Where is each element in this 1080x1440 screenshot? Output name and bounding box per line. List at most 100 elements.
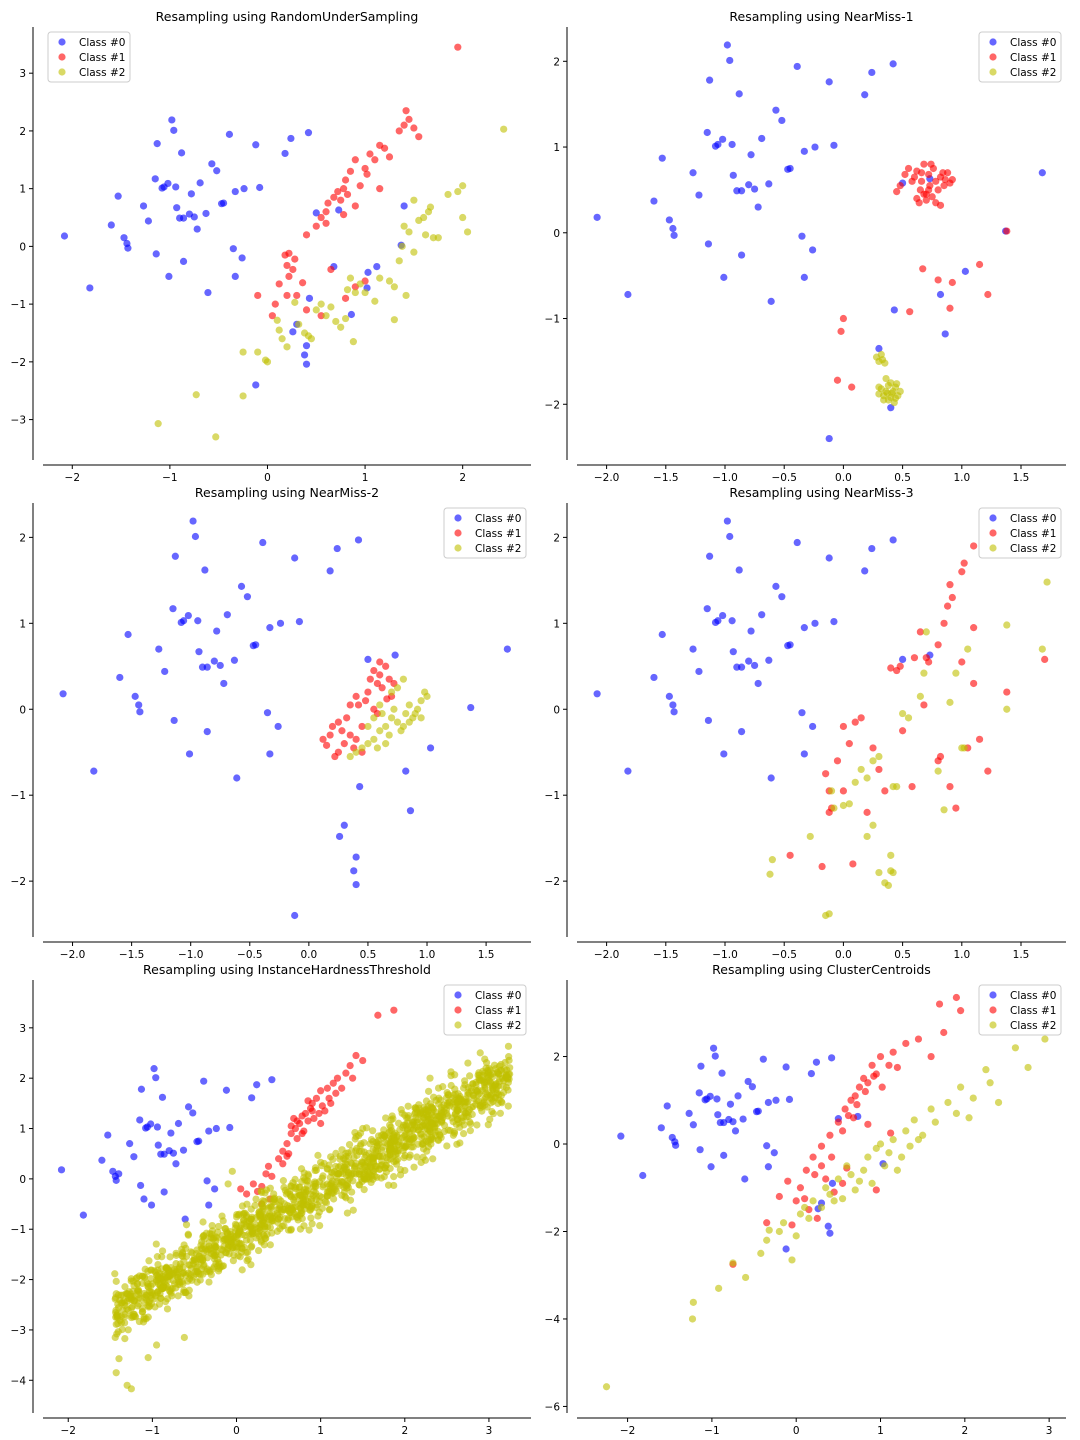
legend-box bbox=[978, 507, 1062, 559]
data-point bbox=[793, 538, 801, 547]
data-point bbox=[851, 1186, 859, 1194]
data-point bbox=[975, 260, 984, 269]
data-point bbox=[728, 617, 736, 625]
data-point bbox=[825, 434, 833, 443]
data-point bbox=[459, 1084, 468, 1092]
data-point bbox=[413, 1153, 421, 1161]
data-point bbox=[174, 1119, 183, 1128]
data-point bbox=[358, 744, 366, 752]
data-point bbox=[927, 1105, 935, 1113]
data-point bbox=[170, 716, 178, 725]
data-point bbox=[415, 133, 423, 141]
data-point bbox=[273, 316, 281, 324]
data-point bbox=[864, 1153, 872, 1161]
data-point bbox=[1003, 688, 1011, 696]
data-point bbox=[763, 1142, 771, 1150]
data-point bbox=[404, 1135, 412, 1143]
data-point bbox=[395, 1119, 403, 1127]
data-point bbox=[839, 787, 848, 795]
data-point bbox=[302, 342, 311, 350]
data-point bbox=[350, 1163, 359, 1171]
data-point bbox=[695, 191, 703, 199]
data-point bbox=[946, 783, 954, 791]
data-point bbox=[338, 1146, 346, 1154]
data-point bbox=[223, 611, 231, 619]
data-point bbox=[182, 1221, 191, 1229]
data-point bbox=[824, 1222, 832, 1230]
data-point bbox=[984, 767, 992, 775]
x-tick-label: −1.5 bbox=[653, 949, 679, 961]
data-point bbox=[166, 1288, 174, 1296]
legend-marker bbox=[989, 1006, 997, 1014]
series-class-1 bbox=[786, 542, 1049, 871]
data-point bbox=[786, 851, 794, 859]
data-point bbox=[726, 532, 734, 541]
data-point bbox=[887, 664, 895, 672]
data-point bbox=[496, 1109, 504, 1117]
data-point bbox=[689, 1298, 697, 1306]
data-point bbox=[863, 774, 871, 782]
data-point bbox=[352, 880, 360, 889]
data-point bbox=[1011, 1044, 1020, 1052]
data-point bbox=[488, 1095, 496, 1103]
data-point bbox=[329, 1169, 337, 1177]
data-point bbox=[124, 1326, 132, 1334]
data-point bbox=[796, 1184, 805, 1192]
data-point bbox=[1024, 1063, 1032, 1072]
chart-title: Resampling using NearMiss-1 bbox=[729, 9, 913, 24]
data-point bbox=[793, 62, 801, 71]
data-point bbox=[940, 1028, 948, 1037]
data-point bbox=[180, 1268, 188, 1276]
data-point bbox=[406, 807, 415, 815]
data-point bbox=[213, 627, 221, 635]
data-point bbox=[165, 272, 173, 281]
data-point bbox=[323, 1192, 331, 1200]
data-point bbox=[782, 1245, 790, 1253]
data-point bbox=[443, 1142, 451, 1150]
data-point bbox=[889, 536, 897, 544]
data-point bbox=[213, 1234, 221, 1242]
series-class-2 bbox=[766, 578, 1051, 920]
data-point bbox=[333, 1074, 342, 1082]
data-point bbox=[387, 1126, 396, 1135]
data-point bbox=[822, 1184, 830, 1192]
data-point bbox=[121, 1283, 129, 1291]
data-point bbox=[459, 1130, 468, 1138]
y-tick-label: 2 bbox=[553, 1052, 560, 1064]
data-point bbox=[244, 1255, 252, 1263]
data-point bbox=[422, 1097, 431, 1105]
data-point bbox=[189, 1260, 197, 1268]
legend-marker bbox=[58, 68, 66, 76]
data-point bbox=[689, 169, 697, 177]
data-point bbox=[162, 1264, 170, 1272]
data-point bbox=[960, 744, 968, 752]
data-point bbox=[809, 1197, 817, 1205]
data-point bbox=[818, 862, 826, 871]
data-point bbox=[314, 1151, 322, 1159]
data-point bbox=[917, 177, 926, 185]
data-point bbox=[811, 143, 819, 151]
data-point bbox=[336, 1162, 344, 1170]
data-point bbox=[498, 1099, 506, 1107]
data-point bbox=[593, 213, 601, 221]
data-point bbox=[358, 722, 366, 731]
data-point bbox=[121, 1334, 129, 1343]
data-point bbox=[927, 160, 935, 168]
data-point bbox=[385, 277, 394, 285]
data-point bbox=[370, 666, 378, 675]
data-point bbox=[230, 1251, 238, 1259]
data-point bbox=[135, 1294, 143, 1302]
data-point bbox=[487, 1079, 495, 1087]
data-point bbox=[308, 1220, 316, 1228]
data-point bbox=[213, 167, 221, 175]
data-point bbox=[351, 202, 359, 210]
data-point bbox=[737, 663, 746, 671]
data-point bbox=[940, 182, 948, 190]
data-point bbox=[809, 1153, 817, 1161]
data-point bbox=[150, 1065, 158, 1073]
series-class-0 bbox=[617, 1044, 887, 1253]
data-point bbox=[266, 624, 274, 632]
data-point bbox=[340, 740, 348, 748]
legend-marker bbox=[454, 544, 462, 552]
data-point bbox=[782, 1063, 790, 1071]
